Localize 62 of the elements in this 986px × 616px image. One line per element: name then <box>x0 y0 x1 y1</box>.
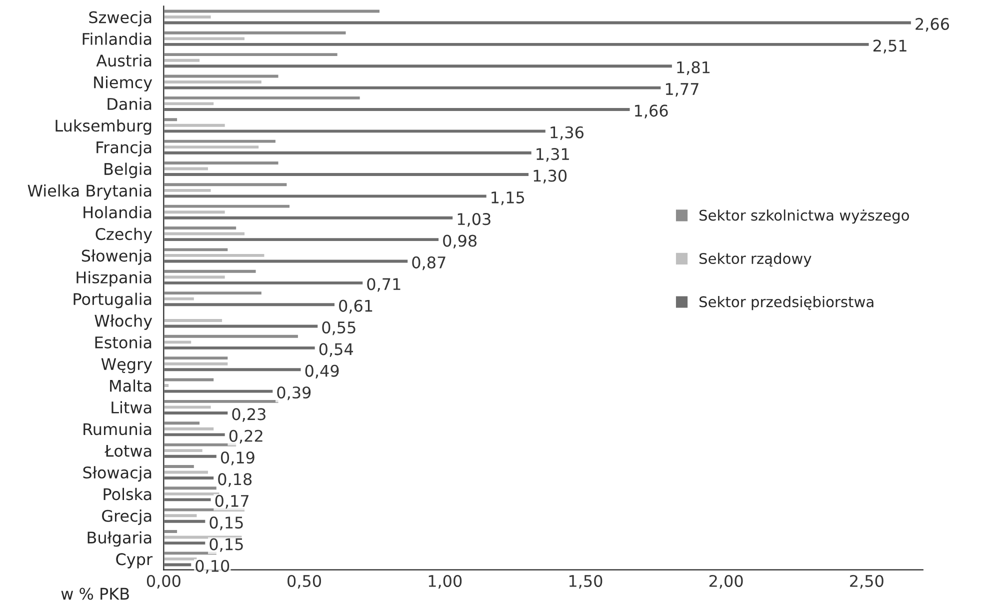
x-tick-label: 1,00 <box>428 574 462 589</box>
data-label: 0,22 <box>229 430 262 444</box>
data-label: 0,19 <box>220 452 254 466</box>
y-tick-label: Cypr <box>116 553 153 568</box>
legend-label: Sektor rządowy <box>700 252 812 267</box>
y-tick-label: Estonia <box>95 336 152 348</box>
x-tick-label: 0,00 <box>146 574 180 589</box>
data-label: 0,17 <box>215 494 248 509</box>
data-label: 1,03 <box>458 213 490 227</box>
y-tick-label: Czechy <box>96 228 152 244</box>
data-label: 0,54 <box>319 343 353 357</box>
y-tick-label: Portugalia <box>74 292 152 308</box>
data-label: 2,66 <box>916 18 950 32</box>
y-tick-label: Grecja <box>102 510 152 525</box>
data-label: 0,15 <box>210 538 243 552</box>
data-label: 1,36 <box>550 126 584 140</box>
y-tick-label: Hiszpania <box>76 271 152 287</box>
data-label: 0,23 <box>232 408 266 422</box>
y-tick-label: Niemcy <box>94 76 152 92</box>
y-tick-label: Węgry <box>101 358 152 374</box>
y-tick-label: Dania <box>108 98 152 110</box>
y-tick-label: Słowenja <box>82 249 152 265</box>
legend-label: Sektor szkolnictwa wyższego <box>700 209 909 224</box>
data-label: 1,30 <box>534 170 567 184</box>
data-label: 0,39 <box>277 386 311 400</box>
data-label: 0,49 <box>305 364 339 378</box>
data-label: 0,18 <box>218 473 252 487</box>
data-label: 0,98 <box>443 234 477 248</box>
data-label: 0,61 <box>339 300 372 314</box>
x-tick-label: 2,00 <box>709 574 743 589</box>
x-tick-label: 0,50 <box>288 574 321 589</box>
y-tick-label: Luksemburg <box>56 119 152 135</box>
y-tick-label: Łotwa <box>104 444 152 457</box>
y-tick-label: Bułgaria <box>88 531 152 547</box>
y-tick-label: Szwecja <box>89 10 152 26</box>
y-tick-label: Litwa <box>112 401 152 414</box>
y-tick-label: Włochy <box>94 314 152 330</box>
data-label: 0,55 <box>322 321 356 336</box>
x-axis-title: w % PKB <box>61 588 129 600</box>
y-tick-label: Rumunia <box>84 422 152 436</box>
data-label: 1,15 <box>492 192 524 206</box>
data-label: 0,71 <box>367 278 400 292</box>
data-label: 2,51 <box>873 40 906 54</box>
data-label: 1,77 <box>666 83 698 97</box>
data-label: 0,15 <box>210 516 243 530</box>
x-tick-label: 2,50 <box>850 574 884 589</box>
data-label: 1,31 <box>536 148 569 162</box>
data-label: 0,10 <box>196 560 230 574</box>
y-tick-label: Polska <box>104 488 152 500</box>
y-tick-label: Słowacja <box>83 466 152 482</box>
y-tick-label: Malta <box>110 379 152 392</box>
data-label: 1,66 <box>635 104 668 118</box>
y-tick-label: Finlandia <box>82 32 152 45</box>
y-tick-label: Francja <box>96 141 152 156</box>
x-tick-label: 1,50 <box>569 574 602 589</box>
data-label: 0,87 <box>412 256 446 270</box>
data-label: 1,81 <box>677 61 710 76</box>
y-tick-label: Austria <box>96 54 152 67</box>
y-tick-label: Holandia <box>84 206 152 218</box>
y-tick-label: Wielka Brytania <box>28 184 152 200</box>
y-tick-label: Belgia <box>104 162 152 178</box>
legend-label: Sektor przedsiębiorstwa <box>700 296 874 310</box>
